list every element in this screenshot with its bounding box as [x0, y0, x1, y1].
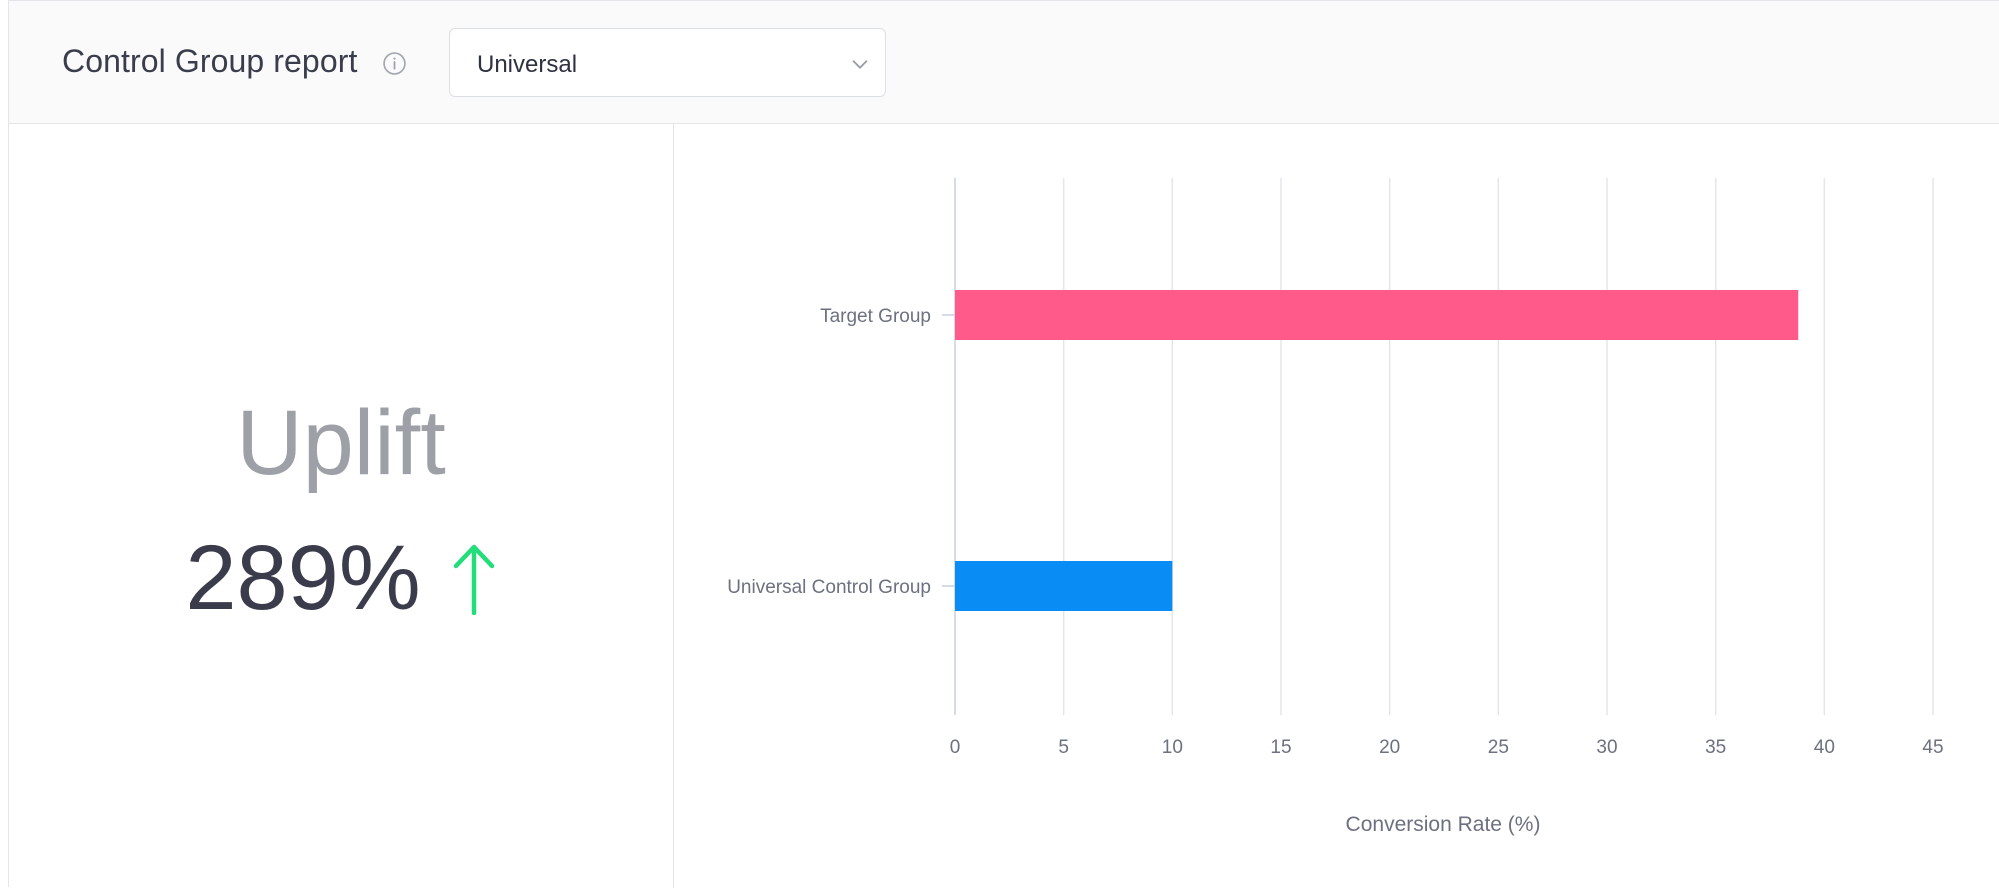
x-tick-label: 35 — [1705, 737, 1726, 758]
chevron-down-icon — [852, 60, 868, 69]
category-label: Target Group — [820, 306, 931, 327]
report-header: Control Group report Universal — [9, 1, 1999, 124]
bar-universal-control-group — [955, 561, 1173, 611]
info-icon[interactable] — [382, 51, 407, 76]
x-tick-label: 40 — [1814, 737, 1835, 758]
x-tick-label: 45 — [1922, 737, 1943, 758]
uplift-value-row: 289% — [9, 526, 673, 631]
page-title: Control Group report — [62, 43, 358, 79]
x-tick-label: 10 — [1162, 737, 1183, 758]
group-type-dropdown[interactable]: Universal — [449, 28, 886, 97]
category-label: Universal Control Group — [727, 577, 931, 598]
control-group-report-card: Control Group report Universal Uplift 28… — [8, 0, 1999, 888]
x-tick-label: 25 — [1488, 737, 1509, 758]
panel-divider — [673, 124, 674, 888]
x-tick-label: 5 — [1058, 737, 1069, 758]
arrow-up-icon — [453, 544, 494, 615]
x-tick-label: 30 — [1596, 737, 1617, 758]
x-tick-label: 20 — [1379, 737, 1400, 758]
dropdown-selected-value: Universal — [477, 51, 578, 78]
uplift-value: 289% — [185, 527, 421, 629]
uplift-label: Uplift — [236, 392, 446, 494]
x-tick-label: 0 — [950, 737, 961, 758]
x-tick-label: 15 — [1270, 737, 1291, 758]
bar-target-group — [955, 290, 1799, 340]
x-axis-title: Conversion Rate (%) — [1346, 813, 1541, 836]
